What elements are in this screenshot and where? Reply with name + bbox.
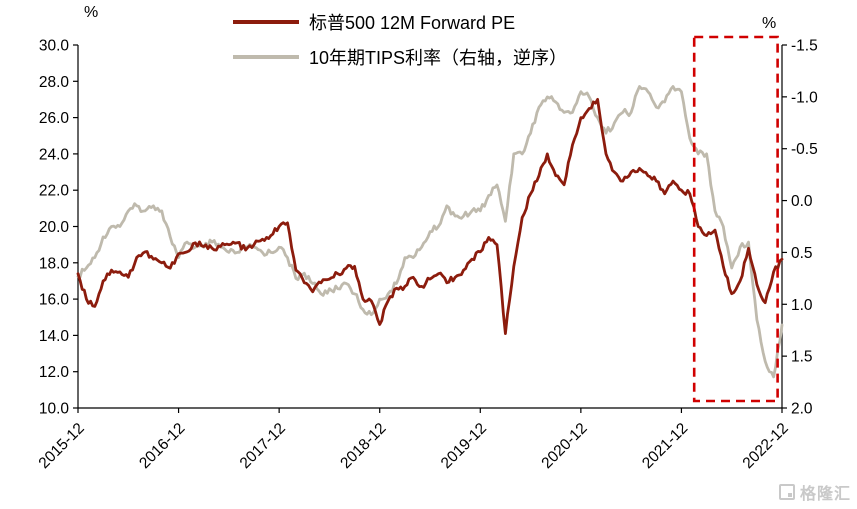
x-axis-tick-label: 2022-12	[740, 420, 792, 472]
x-axis-tick-label: 2017-12	[237, 420, 289, 472]
x-axis-tick-label: 2016-12	[136, 420, 188, 472]
x-axis-tick-label: 2020-12	[538, 420, 590, 472]
watermark-text: 格隆汇	[799, 486, 851, 503]
x-axis-tick-label: 2021-12	[639, 420, 691, 472]
tips-rate-line-swatch	[233, 55, 299, 59]
legend-label-forward-pe: 标普500 12M Forward PE	[309, 13, 516, 33]
left-axis-tick-label: 24.0	[39, 146, 70, 163]
gelonghui-logo-icon	[778, 484, 795, 500]
left-axis-tick-label: 26.0	[39, 110, 70, 127]
legend: 标普500 12M Forward PE 10年期TIPS利率（右轴，逆序）	[233, 9, 567, 70]
tips-rate-line	[76, 85, 784, 379]
forward-pe-line	[76, 98, 784, 336]
legend-label-tips-rate: 10年期TIPS利率（右轴，逆序）	[309, 48, 568, 68]
x-axis-tick-label: 2018-12	[337, 420, 389, 472]
left-axis-tick-label: 14.0	[39, 328, 70, 345]
watermark: 格隆汇	[778, 480, 851, 504]
left-axis-tick-label: 12.0	[39, 364, 70, 381]
left-axis-unit-label: %	[84, 4, 99, 21]
left-axis-tick-label: 28.0	[39, 74, 70, 91]
right-axis-tick-label: -0.5	[791, 141, 818, 158]
legend-item-forward-pe: 标普500 12M Forward PE	[233, 9, 567, 35]
highlight-box	[692, 35, 779, 403]
left-axis-tick-label: 22.0	[39, 183, 70, 200]
right-axis-tick-label: 0.0	[791, 193, 813, 210]
right-axis-tick-label: -1.0	[791, 89, 818, 106]
legend-item-tips-rate: 10年期TIPS利率（右轴，逆序）	[233, 44, 567, 70]
right-axis-tick-label: 0.5	[791, 245, 813, 262]
right-axis-tick-label: 1.5	[791, 349, 813, 366]
left-axis-tick-label: 30.0	[39, 38, 70, 55]
forward-pe-line-swatch	[233, 20, 299, 24]
left-axis-tick-label: 16.0	[39, 292, 70, 309]
left-axis-tick-label: 20.0	[39, 219, 70, 236]
left-axis-tick-label: 10.0	[39, 401, 70, 418]
x-axis-tick-label: 2015-12	[36, 420, 88, 472]
right-axis-unit-label: %	[762, 15, 777, 32]
left-axis-tick-label: 18.0	[39, 255, 70, 272]
right-axis-tick-label: -1.5	[791, 38, 818, 55]
right-axis-tick-label: 1.0	[791, 297, 813, 314]
right-axis-tick-label: 2.0	[791, 401, 813, 418]
x-axis-tick-label: 2019-12	[438, 420, 490, 472]
